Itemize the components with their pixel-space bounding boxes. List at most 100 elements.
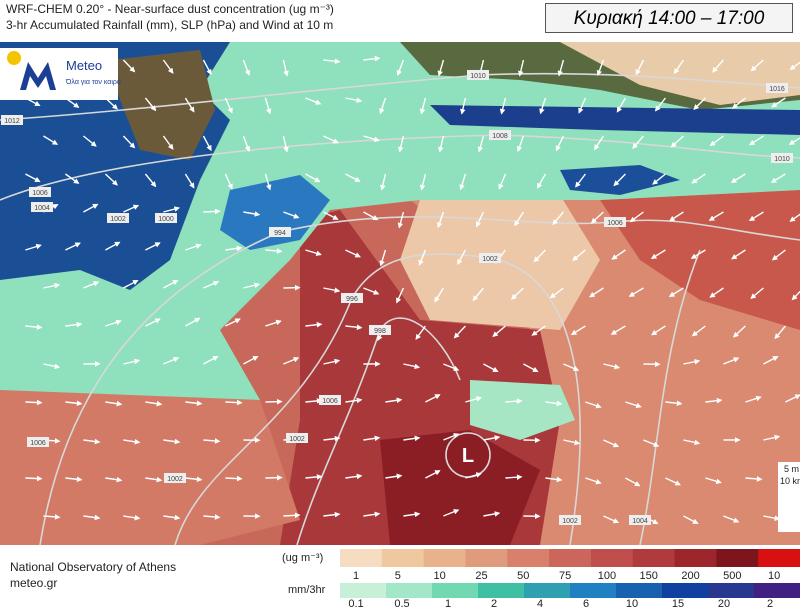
- wind-arrow: [305, 249, 322, 256]
- logo-sun: [7, 51, 21, 65]
- rain-band-blue: [430, 105, 800, 135]
- legend-swatch: [708, 583, 755, 598]
- wind-arrow: [43, 135, 59, 145]
- map-title: WRF-CHEM 0.20° - Near-surface dust conce…: [6, 2, 334, 16]
- wind-arrow: [708, 211, 724, 221]
- wind-arrow: [345, 473, 363, 480]
- wind-arrow: [443, 509, 460, 517]
- legend-swatch: [423, 549, 466, 567]
- legend-label: 500: [723, 570, 741, 582]
- wind-arrow: [185, 243, 202, 251]
- wind-arrow: [345, 97, 363, 103]
- wind-arrow: [510, 287, 524, 300]
- wind-arrow: [465, 396, 482, 403]
- wind-arrow: [25, 475, 43, 482]
- wind-arrow: [323, 211, 339, 220]
- wind-arrow: [635, 59, 645, 76]
- wind-arrow: [603, 439, 620, 448]
- wind-arrow: [123, 438, 141, 445]
- wind-arrow: [203, 208, 221, 215]
- wind-arrow: [123, 204, 140, 213]
- wind-arrow: [224, 97, 233, 114]
- wind-arrow: [185, 317, 201, 327]
- legend-swatch: [386, 583, 433, 598]
- wind-arrow: [203, 280, 220, 289]
- wind-arrow: [589, 287, 604, 298]
- wind-arrow: [145, 242, 161, 251]
- wind-arrow: [403, 363, 421, 370]
- wind-arrow: [436, 211, 445, 229]
- legend: (ug m⁻³) mm/3hr 1 5 10 25 50 75 100 150 200 500 10…: [282, 549, 800, 609]
- wind-arrow: [82, 135, 97, 147]
- logo-mark: [20, 62, 56, 90]
- rain-core: [220, 175, 330, 250]
- wind-arrow: [453, 325, 466, 339]
- wind-arrow: [184, 97, 195, 113]
- legend-label: 4: [537, 598, 543, 609]
- rain-blob: [470, 380, 575, 440]
- wind-arrow: [590, 211, 604, 224]
- wind-arrow: [745, 395, 762, 403]
- wind-arrow: [305, 321, 323, 328]
- wind-arrow: [750, 59, 764, 72]
- legend-swatch: [674, 549, 717, 567]
- wind-arrow: [668, 287, 684, 298]
- wind-arrow: [145, 476, 163, 483]
- wind-arrow: [305, 97, 322, 105]
- wind-arrow: [594, 135, 605, 151]
- wind-arrow: [643, 439, 660, 447]
- isobar-label: 998: [374, 328, 386, 335]
- wind-arrow: [665, 477, 681, 486]
- wind-arrow: [425, 394, 441, 403]
- isobar-line: [639, 249, 701, 545]
- wind-arrow: [763, 515, 781, 521]
- wind-arrow: [505, 398, 523, 404]
- legend-label: 10: [434, 570, 446, 582]
- wind-arrow: [43, 514, 61, 520]
- wind-arrow: [603, 363, 621, 370]
- legend-label: 100: [598, 570, 616, 582]
- dust-red: [600, 190, 800, 330]
- wind-arrow: [419, 97, 427, 115]
- land-italy: [110, 50, 215, 160]
- isobar-label-bg: [29, 187, 51, 197]
- isobar-line: [0, 134, 800, 201]
- isobar-label-bg: [286, 433, 308, 443]
- wind-arrow: [578, 97, 587, 114]
- wind-arrow: [498, 173, 507, 190]
- wind-arrows: [25, 55, 800, 525]
- legend-swatch: [465, 549, 508, 567]
- legend-swatch: [632, 549, 676, 567]
- wind-arrow: [43, 363, 61, 370]
- wind-arrow: [283, 357, 300, 365]
- wind-arrow: [323, 435, 341, 442]
- wind-arrow: [345, 173, 361, 182]
- legend-swatch: [570, 583, 617, 598]
- wind-arrow: [691, 325, 706, 337]
- legend-label: 20: [718, 598, 730, 609]
- wind-arrow: [105, 241, 121, 251]
- wind-arrow: [203, 438, 221, 444]
- wind-arrow: [693, 97, 706, 111]
- wind-arrow: [712, 59, 724, 73]
- wind-arrow: [243, 282, 261, 289]
- wind-arrow: [665, 400, 683, 407]
- wind-arrow: [465, 472, 482, 479]
- wind-arrow: [397, 135, 405, 153]
- wind-arrow: [539, 97, 547, 115]
- wind-arrow: [184, 173, 195, 189]
- wind-arrow: [457, 249, 467, 266]
- isobar-label: 996: [346, 296, 358, 303]
- wind-arrow: [516, 135, 525, 153]
- isobar-label-bg: [269, 227, 291, 237]
- wind-arrow: [730, 173, 746, 183]
- isobar-line: [174, 253, 581, 545]
- wind-arrow: [570, 325, 586, 336]
- wind-arrow: [596, 59, 605, 77]
- wind-arrow: [477, 135, 485, 153]
- wind-arrow: [616, 97, 627, 113]
- dust-unit: (ug m⁻³): [282, 552, 323, 564]
- wind-arrow: [771, 97, 786, 108]
- wind-arrow: [264, 97, 272, 115]
- wind-arrow: [651, 325, 666, 336]
